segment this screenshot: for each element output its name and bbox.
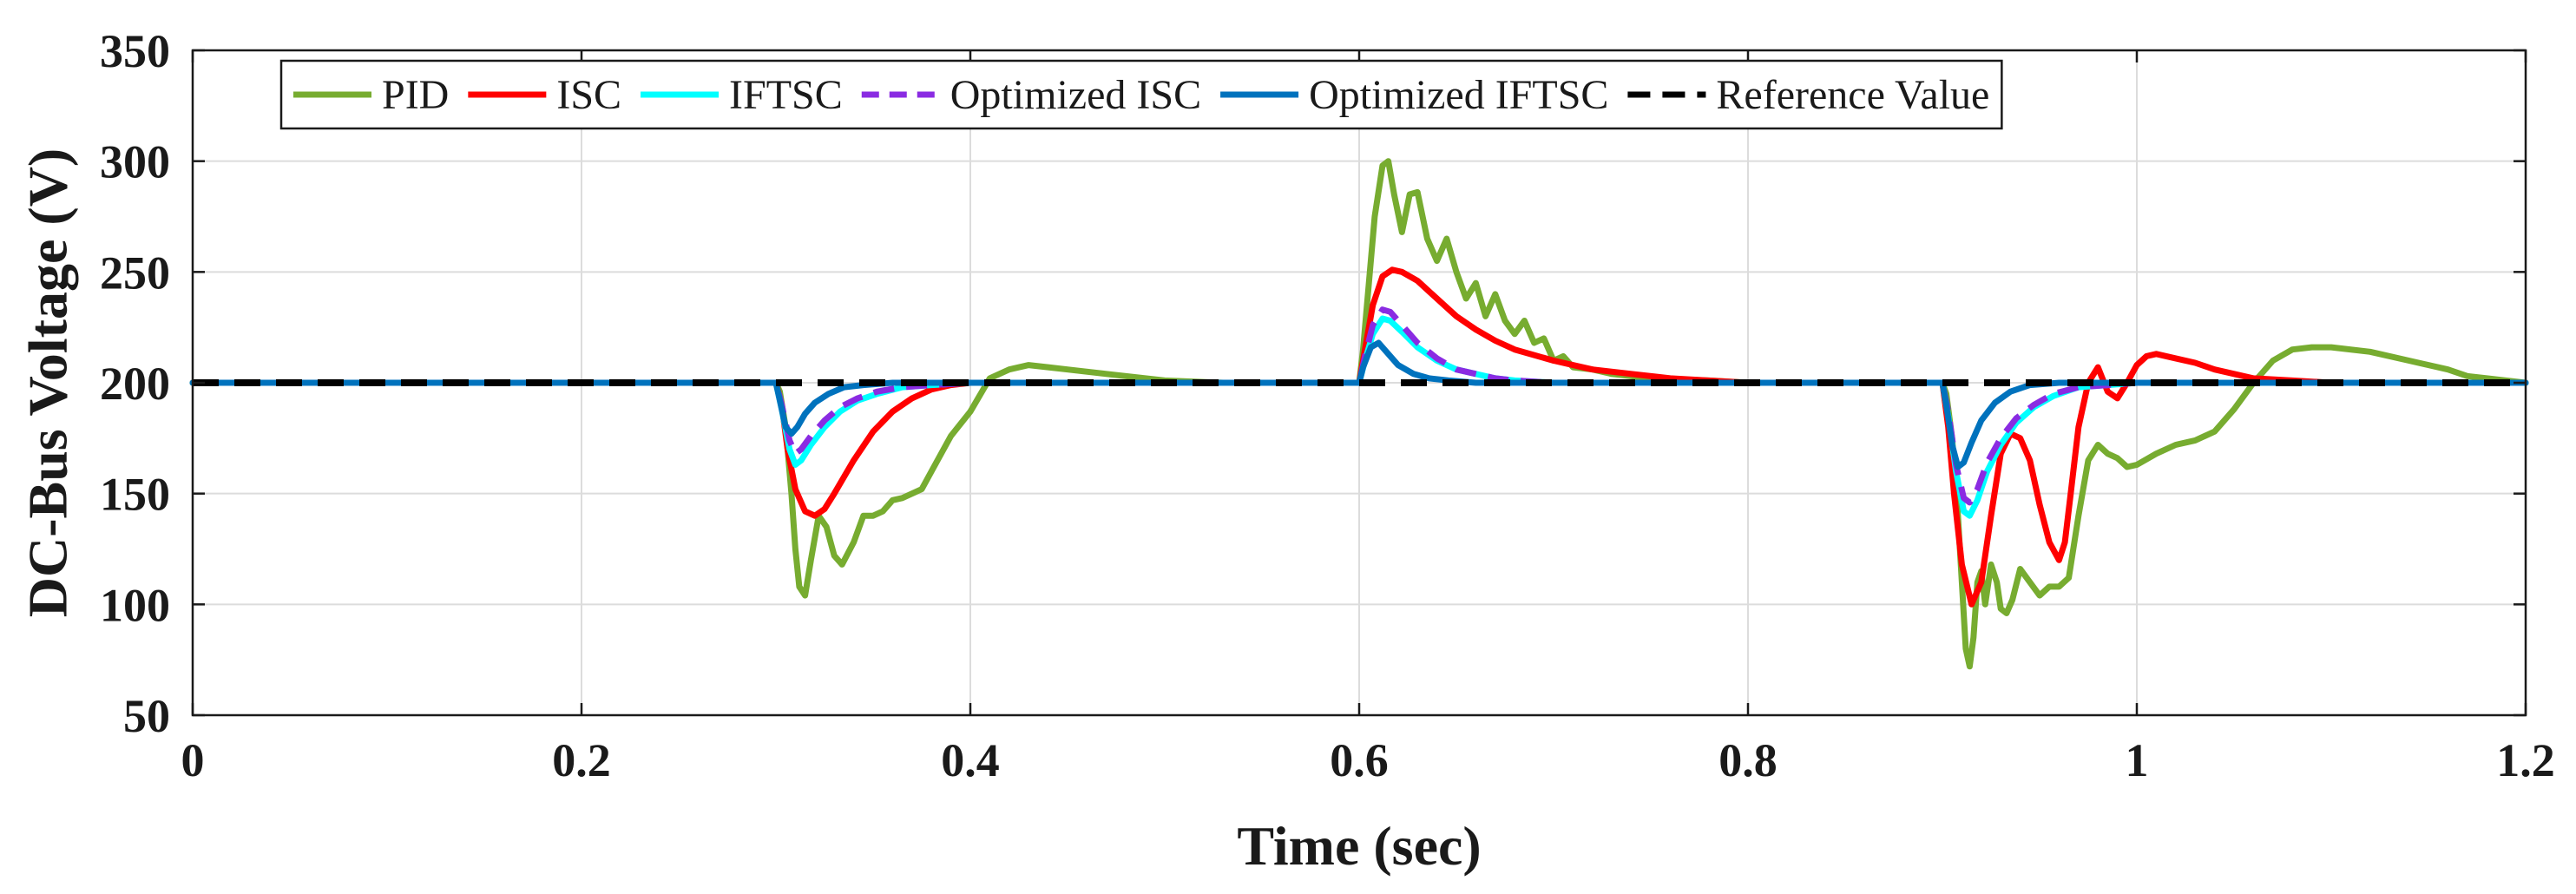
legend-box (279, 59, 2003, 130)
legend-label-isc: ISC (556, 72, 621, 118)
series-line-optimized-iftsc (189, 339, 2529, 470)
x-tick-label: 0 (181, 734, 205, 786)
x-tick-label: 1 (2126, 734, 2149, 786)
y-axis-label: DC-Bus Voltage (V) (17, 148, 79, 617)
y-tick-label: 150 (100, 469, 170, 521)
legend-label-optimized-isc: Optimized ISC (950, 72, 1201, 118)
x-tick-label: 0.2 (552, 734, 611, 786)
series-line-iftsc (189, 315, 2529, 519)
x-axis-label: Time (sec) (1237, 815, 1481, 877)
y-tick-label: 100 (100, 579, 170, 631)
y-tick-label: 350 (100, 25, 170, 77)
legend-label-optimized-iftsc: Optimized IFTSC (1309, 72, 1608, 118)
y-tick-label: 300 (100, 136, 170, 188)
y-tick-label: 250 (100, 247, 170, 299)
legend-label-iftsc: IFTSC (729, 72, 843, 118)
y-tick-label: 200 (100, 358, 170, 410)
axis-ticks: 0 0.2 0.4 0.6 0.8 1 1.2 50 100 150 200 250 300 350 (100, 25, 2555, 786)
x-tick-label: 1.2 (2496, 734, 2555, 786)
x-tick-label: 0.4 (941, 734, 1000, 786)
series-lines (189, 158, 2529, 670)
x-tick-label: 0.8 (1718, 734, 1778, 786)
series-line-optimized-isc (193, 306, 2526, 506)
legend-label-pid: PID (382, 72, 449, 118)
y-tick-label: 50 (123, 690, 170, 742)
series-line-pid (189, 158, 2529, 670)
legend-label-reference-value: Reference Value (1716, 72, 1989, 118)
legend: PID ISC IFTSC Optimized ISC Optimized IFTSC R… (279, 59, 2003, 130)
x-tick-label: 0.6 (1330, 734, 1389, 786)
